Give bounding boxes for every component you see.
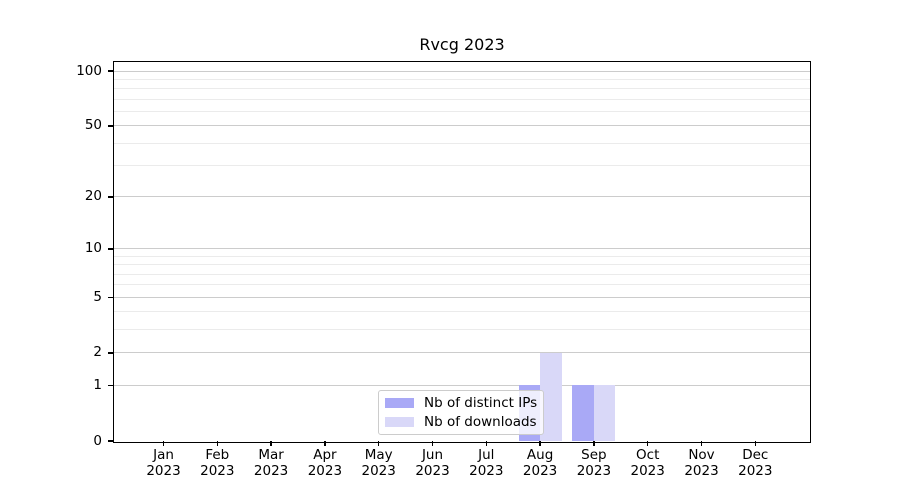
- bar-distinct-ips: [572, 385, 594, 441]
- y-minor-gridline: [114, 110, 810, 112]
- legend-swatch-downloads-icon: [385, 417, 414, 427]
- y-tick-mark: [108, 440, 113, 442]
- x-tick-label: Dec 2023: [738, 447, 773, 479]
- x-tick-label: Aug 2023: [522, 447, 558, 479]
- y-tick-label: 100: [76, 62, 102, 79]
- y-minor-gridline: [114, 311, 810, 313]
- x-tick-label: May 2023: [361, 447, 396, 479]
- y-tick-mark: [108, 196, 113, 198]
- y-minor-gridline: [114, 98, 810, 100]
- x-tick-mark: [162, 441, 165, 446]
- y-minor-gridline: [114, 273, 810, 275]
- y-major-gridline: [114, 248, 810, 250]
- y-tick-label: 10: [84, 240, 102, 257]
- bar-downloads: [593, 385, 616, 441]
- x-tick-label: Apr 2023: [307, 447, 343, 479]
- x-tick-mark: [646, 441, 649, 446]
- y-minor-gridline: [114, 329, 810, 331]
- y-tick-label: 2: [93, 344, 102, 361]
- y-minor-gridline: [114, 255, 810, 257]
- legend-item-downloads: Nb of downloads: [385, 414, 537, 430]
- x-tick-label: Mar 2023: [253, 447, 289, 479]
- y-major-gridline: [114, 70, 810, 72]
- y-tick-mark: [108, 296, 113, 299]
- y-minor-gridline: [114, 264, 810, 266]
- x-tick-mark: [754, 441, 757, 446]
- y-major-gridline: [114, 352, 810, 354]
- x-tick-label: Jun 2023: [415, 447, 450, 479]
- legend-swatch-distinct-ips-icon: [385, 398, 414, 408]
- x-tick-mark: [431, 441, 434, 446]
- x-tick-mark: [700, 441, 703, 446]
- x-tick-label: Jul 2023: [469, 447, 504, 479]
- chart-title: Rvcg 2023: [419, 35, 505, 54]
- y-tick-mark: [108, 125, 113, 127]
- y-tick-mark: [108, 70, 113, 72]
- x-tick-mark: [216, 441, 219, 446]
- y-major-gridline: [114, 125, 810, 127]
- x-tick-label: Nov 2023: [684, 447, 719, 479]
- y-minor-gridline: [114, 88, 810, 90]
- y-tick-label: 20: [84, 188, 102, 205]
- plot-inner: 0 1 2 5 10 20 50 100 Jan 2023 Feb 2023 Mar 2023 Apr…: [76, 62, 810, 478]
- y-tick-mark: [108, 352, 113, 354]
- y-minor-gridline: [114, 165, 810, 167]
- x-tick-label: Jan 2023: [146, 447, 181, 479]
- x-tick-label: Sep 2023: [576, 447, 612, 479]
- y-minor-gridline: [114, 284, 810, 286]
- x-tick-mark: [539, 441, 541, 446]
- x-tick-mark: [324, 441, 326, 446]
- y-tick-label: 1: [93, 376, 102, 393]
- legend-label-distinct-ips: Nb of distinct IPs: [424, 395, 538, 411]
- y-tick-label: 0: [93, 432, 102, 449]
- x-tick-mark: [377, 441, 380, 446]
- y-tick-mark: [108, 384, 113, 387]
- x-tick-label: Feb 2023: [200, 447, 235, 479]
- legend-item-distinct-ips: Nb of distinct IPs: [385, 395, 537, 411]
- x-tick-mark: [270, 441, 272, 446]
- x-tick-mark: [593, 441, 595, 446]
- x-tick-label: Oct 2023: [630, 447, 665, 479]
- bar-downloads: [540, 352, 562, 441]
- y-minor-gridline: [114, 78, 810, 80]
- x-tick-mark: [485, 441, 488, 446]
- y-major-gridline: [114, 196, 810, 198]
- y-major-gridline: [114, 384, 810, 386]
- y-major-gridline: [114, 296, 810, 298]
- legend-label-downloads: Nb of downloads: [424, 414, 537, 430]
- legend: Nb of distinct IPs Nb of downloads: [378, 390, 544, 435]
- y-tick-label: 50: [84, 117, 102, 134]
- plot-area: 0 1 2 5 10 20 50 100 Jan 2023 Feb 2023 Mar 2023 Apr…: [76, 61, 811, 478]
- y-tick-mark: [108, 248, 113, 250]
- y-minor-gridline: [114, 142, 810, 144]
- y-tick-label: 5: [93, 288, 102, 305]
